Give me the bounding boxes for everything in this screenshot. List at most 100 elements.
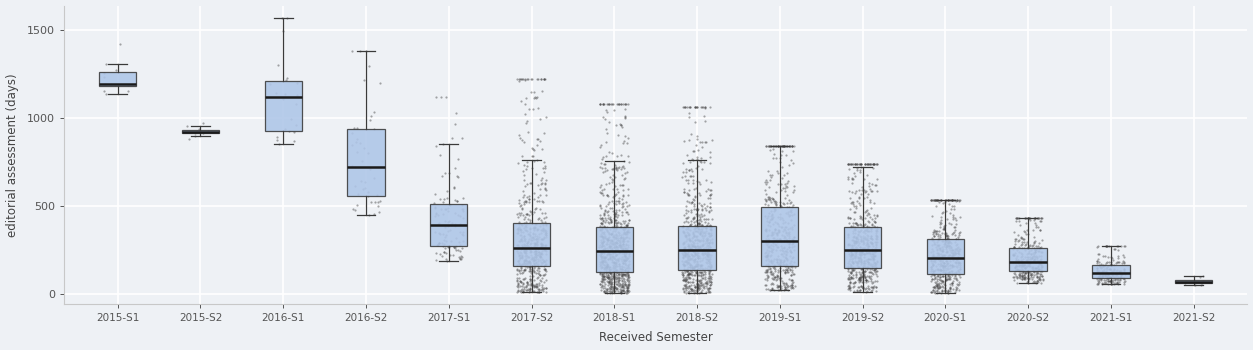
Point: [520, 276, 540, 282]
Point: [946, 269, 966, 274]
Point: [694, 248, 714, 253]
Point: [619, 281, 639, 287]
Point: [768, 284, 788, 289]
Point: [675, 251, 695, 256]
Point: [603, 287, 623, 292]
Point: [510, 228, 530, 233]
Point: [766, 230, 786, 236]
Point: [699, 241, 719, 246]
Point: [614, 253, 634, 258]
Point: [846, 225, 866, 230]
Point: [840, 256, 860, 262]
Point: [840, 287, 860, 293]
Point: [531, 230, 551, 236]
Point: [678, 192, 698, 198]
Point: [507, 248, 528, 254]
Point: [692, 233, 712, 239]
Point: [439, 243, 459, 249]
Point: [591, 251, 611, 256]
Point: [763, 197, 783, 202]
Point: [606, 224, 626, 230]
Point: [1100, 274, 1120, 280]
Point: [515, 77, 535, 82]
Point: [520, 244, 540, 249]
Point: [678, 230, 698, 236]
Point: [591, 264, 611, 270]
Point: [509, 288, 529, 294]
Point: [674, 246, 694, 251]
Point: [343, 206, 363, 212]
Point: [619, 279, 639, 285]
Point: [673, 261, 693, 267]
Point: [593, 276, 613, 281]
Point: [603, 275, 623, 280]
Point: [841, 261, 861, 267]
Point: [595, 265, 615, 271]
Point: [851, 222, 871, 227]
Point: [850, 161, 870, 166]
Point: [1095, 280, 1115, 286]
Point: [1106, 243, 1126, 249]
Point: [685, 226, 705, 231]
Point: [519, 196, 539, 202]
Point: [604, 244, 624, 250]
Point: [700, 191, 720, 197]
Point: [1100, 262, 1120, 268]
Point: [926, 255, 946, 260]
Point: [530, 272, 550, 278]
Point: [935, 239, 955, 244]
Point: [1022, 255, 1042, 260]
Point: [605, 264, 625, 270]
Point: [863, 166, 883, 171]
Point: [782, 284, 802, 290]
Point: [516, 253, 536, 258]
Point: [94, 74, 114, 79]
Point: [526, 95, 546, 101]
Point: [600, 214, 620, 220]
Point: [1015, 265, 1035, 271]
Point: [777, 239, 797, 244]
Point: [526, 240, 546, 246]
Point: [946, 222, 966, 227]
Point: [845, 234, 865, 239]
Point: [937, 198, 957, 203]
Point: [782, 255, 802, 260]
Point: [940, 284, 960, 289]
Point: [593, 235, 613, 241]
Point: [928, 257, 949, 262]
Point: [944, 263, 964, 268]
Point: [695, 220, 715, 225]
Point: [759, 177, 779, 182]
Point: [605, 247, 625, 253]
Point: [698, 263, 718, 268]
Point: [768, 275, 788, 281]
Point: [863, 251, 883, 257]
Point: [1015, 243, 1035, 248]
Point: [368, 209, 388, 215]
Point: [779, 233, 799, 239]
Point: [699, 267, 719, 273]
Point: [591, 226, 611, 231]
Point: [942, 250, 962, 256]
Point: [615, 199, 635, 205]
Point: [699, 270, 719, 275]
Point: [590, 101, 610, 107]
Point: [772, 148, 792, 154]
Point: [851, 222, 871, 228]
Point: [862, 287, 882, 293]
Point: [1025, 220, 1045, 226]
Point: [684, 226, 704, 232]
Point: [1113, 275, 1133, 281]
Point: [1012, 272, 1032, 278]
Point: [774, 238, 794, 243]
Point: [767, 237, 787, 242]
Point: [606, 237, 626, 243]
Point: [1020, 257, 1040, 262]
Point: [946, 242, 966, 248]
Point: [767, 276, 787, 282]
Point: [685, 264, 705, 269]
Point: [773, 143, 793, 149]
Point: [363, 211, 383, 217]
Point: [840, 166, 860, 172]
Point: [604, 256, 624, 261]
